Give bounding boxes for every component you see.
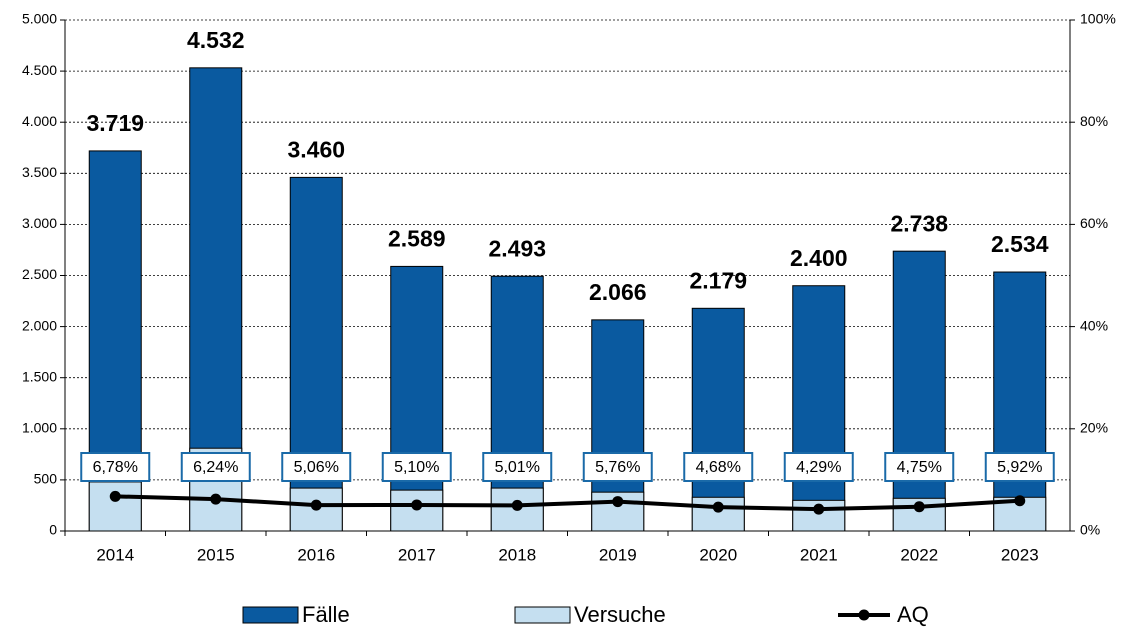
x-tick-label: 2016 [297,545,335,564]
x-tick-label: 2019 [599,545,637,564]
line-value-label: 5,01% [495,459,540,476]
line-value-label: 4,29% [796,459,841,476]
line-value-label: 4,68% [696,459,741,476]
x-tick-label: 2017 [398,545,436,564]
value-label-box [482,452,553,482]
bar-value-label: 3.719 [86,110,144,136]
bar [792,285,846,532]
y-tick-label: 3.500 [22,164,57,180]
x-tick-label: 2014 [96,545,134,564]
bar-value-label: 3.460 [287,136,345,162]
line-marker [411,499,423,511]
line-marker [913,501,925,513]
y2-tick-label: 20% [1080,420,1108,436]
value-label-box [80,452,151,482]
x-tick-label: 2021 [800,545,838,564]
y-tick-label: 2.000 [22,317,57,333]
y-tick-label: 1.000 [22,420,57,436]
bar-value-label: 4.532 [187,27,245,53]
bar [691,307,745,532]
x-tick-label: 2023 [1001,545,1039,564]
bar [993,271,1047,532]
legend-label: Fälle [302,602,350,627]
legend-label: Versuche [574,602,666,627]
value-label-box [783,452,854,482]
y-tick-label: 3.000 [22,215,57,231]
line-marker [712,501,724,513]
line-marker [210,493,222,505]
y2-tick-label: 80% [1080,113,1108,129]
line-marker [1014,495,1026,507]
bar-value-label: 2.066 [589,279,647,305]
bar-value-label: 2.738 [890,210,948,236]
value-label-box [984,452,1055,482]
bar [390,489,444,532]
line-value-label: 5,76% [595,459,640,476]
y-tick-label: 4.500 [22,62,57,78]
bar-value-label: 2.179 [689,267,747,293]
line-marker [310,499,322,511]
bar [892,250,946,532]
value-label-box [281,452,352,482]
line-value-label: 5,92% [997,459,1042,476]
line-value-label: 4,75% [897,459,942,476]
line-value-label: 6,24% [193,459,238,476]
line-value-label: 5,10% [394,459,439,476]
line-marker [511,499,523,511]
line-value-label: 5,06% [294,459,339,476]
legend-marker [858,609,870,621]
y2-tick-label: 60% [1080,215,1108,231]
bar-value-label: 2.589 [388,225,446,251]
legend-swatch [514,606,571,624]
value-label-box [381,452,452,482]
x-tick-label: 2015 [197,545,235,564]
y-tick-label: 5.000 [22,11,57,27]
x-tick-label: 2022 [900,545,938,564]
y2-tick-label: 40% [1080,317,1108,333]
y2-tick-label: 100% [1080,11,1116,27]
value-label-box [180,452,251,482]
bar [88,481,142,532]
value-label-box [683,452,754,482]
bar-value-label: 2.493 [488,235,546,261]
y-tick-label: 1.500 [22,368,57,384]
bar-value-label: 2.400 [790,245,848,271]
y-tick-label: 2.500 [22,266,57,282]
value-label-box [582,452,653,482]
line-marker [109,490,121,502]
y-tick-label: 0 [49,522,57,538]
value-label-box [884,452,955,482]
line-marker [813,503,825,515]
x-tick-label: 2020 [699,545,737,564]
line [115,494,1020,512]
y-tick-label: 4.000 [22,113,57,129]
line-value-label: 6,78% [93,459,138,476]
y-tick-label: 500 [34,471,58,487]
y2-tick-label: 0% [1080,522,1100,538]
legend-label: AQ [897,602,929,627]
bar-value-label: 2.534 [991,231,1049,257]
legend-swatch [242,606,299,624]
x-tick-label: 2018 [498,545,536,564]
line-marker [612,496,624,508]
